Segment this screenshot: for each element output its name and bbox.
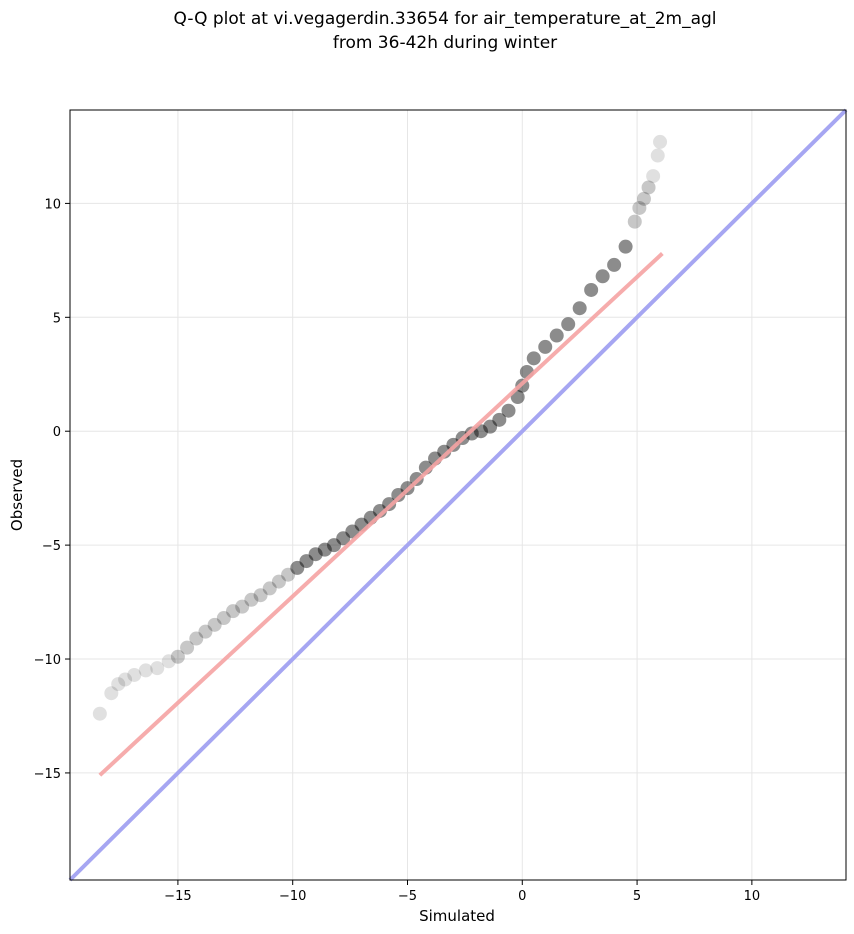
x-axis-label: Simulated [419, 907, 495, 925]
quantile-point [271, 574, 286, 589]
chart-title-line-1: Q-Q plot at vi.vegagerdin.33654 for air_… [173, 9, 716, 29]
quantile-point [572, 301, 587, 316]
x-tick-label: 5 [633, 889, 641, 904]
quantile-point [607, 257, 622, 272]
quantile-point [180, 640, 195, 655]
quantile-point [189, 631, 204, 646]
quantile-point [327, 538, 342, 553]
quantile-point [111, 677, 126, 692]
quantile-point [150, 661, 165, 676]
quantile-point [636, 191, 651, 206]
plot-area-frame [69, 109, 847, 881]
quantile-point [104, 686, 119, 701]
quantile-point [501, 403, 516, 418]
fit-line [98, 252, 664, 777]
quantile-point [464, 426, 479, 441]
quantile-point [118, 672, 133, 687]
quantile-point [317, 542, 332, 557]
x-tick-label: −5 [398, 889, 417, 904]
quantile-point [345, 524, 360, 539]
quantile-point [216, 611, 231, 626]
y-tick-label: 0 [53, 425, 61, 440]
quantile-point [492, 412, 507, 427]
quantile-point [253, 588, 268, 603]
quantile-point [526, 351, 541, 366]
quantile-point [92, 706, 107, 721]
quantile-point [584, 282, 599, 297]
quantile-point [244, 592, 259, 607]
y-tick-label: 5 [53, 311, 61, 326]
x-tick-label: 10 [744, 889, 761, 904]
quantile-point [627, 214, 642, 229]
quantile-points [92, 134, 668, 721]
quantile-point [595, 269, 610, 284]
y-tick-label: −15 [34, 767, 61, 782]
identity-line [68, 108, 848, 882]
y-tick-label: −10 [34, 653, 61, 668]
quantile-point [653, 134, 668, 149]
quantile-point [262, 581, 277, 596]
x-tick-label: 0 [518, 889, 526, 904]
quantile-point [641, 180, 656, 195]
quantile-point [127, 667, 142, 682]
fit-line-layer [98, 252, 664, 777]
quantile-point [391, 488, 406, 502]
quantile-point [473, 424, 488, 439]
y-axis-ticks: −15 −10 −5 0 5 10 [34, 197, 70, 782]
y-axis-label: Observed [8, 459, 26, 531]
quantile-point [483, 419, 498, 434]
quantile-point [226, 604, 241, 619]
quantile-point [235, 599, 250, 614]
quantile-point [549, 328, 564, 343]
identity-line-layer [68, 108, 848, 882]
quantile-point [207, 617, 222, 632]
grid-lines [70, 110, 846, 880]
quantile-point [299, 554, 314, 569]
quantile-point [650, 148, 665, 163]
y-tick-label: −5 [42, 539, 61, 554]
quantile-point [170, 649, 185, 664]
x-axis-ticks: −15 −10 −5 0 5 10 [164, 880, 760, 904]
x-tick-label: −10 [279, 889, 306, 904]
quantile-point [538, 339, 553, 354]
quantile-point [161, 654, 176, 669]
x-tick-label: −15 [164, 889, 191, 904]
quantile-point [198, 624, 213, 639]
quantile-point [138, 663, 153, 678]
y-tick-label: 10 [44, 197, 61, 212]
quantile-point [281, 567, 296, 582]
quantile-point [308, 547, 323, 562]
quantile-point [336, 531, 351, 546]
quantile-point [561, 317, 576, 332]
quantile-point [290, 560, 305, 575]
quantile-point [632, 200, 647, 215]
quantile-point [646, 169, 661, 184]
chart-title-line-2: from 36-42h during winter [333, 33, 557, 53]
quantile-point [618, 239, 633, 254]
